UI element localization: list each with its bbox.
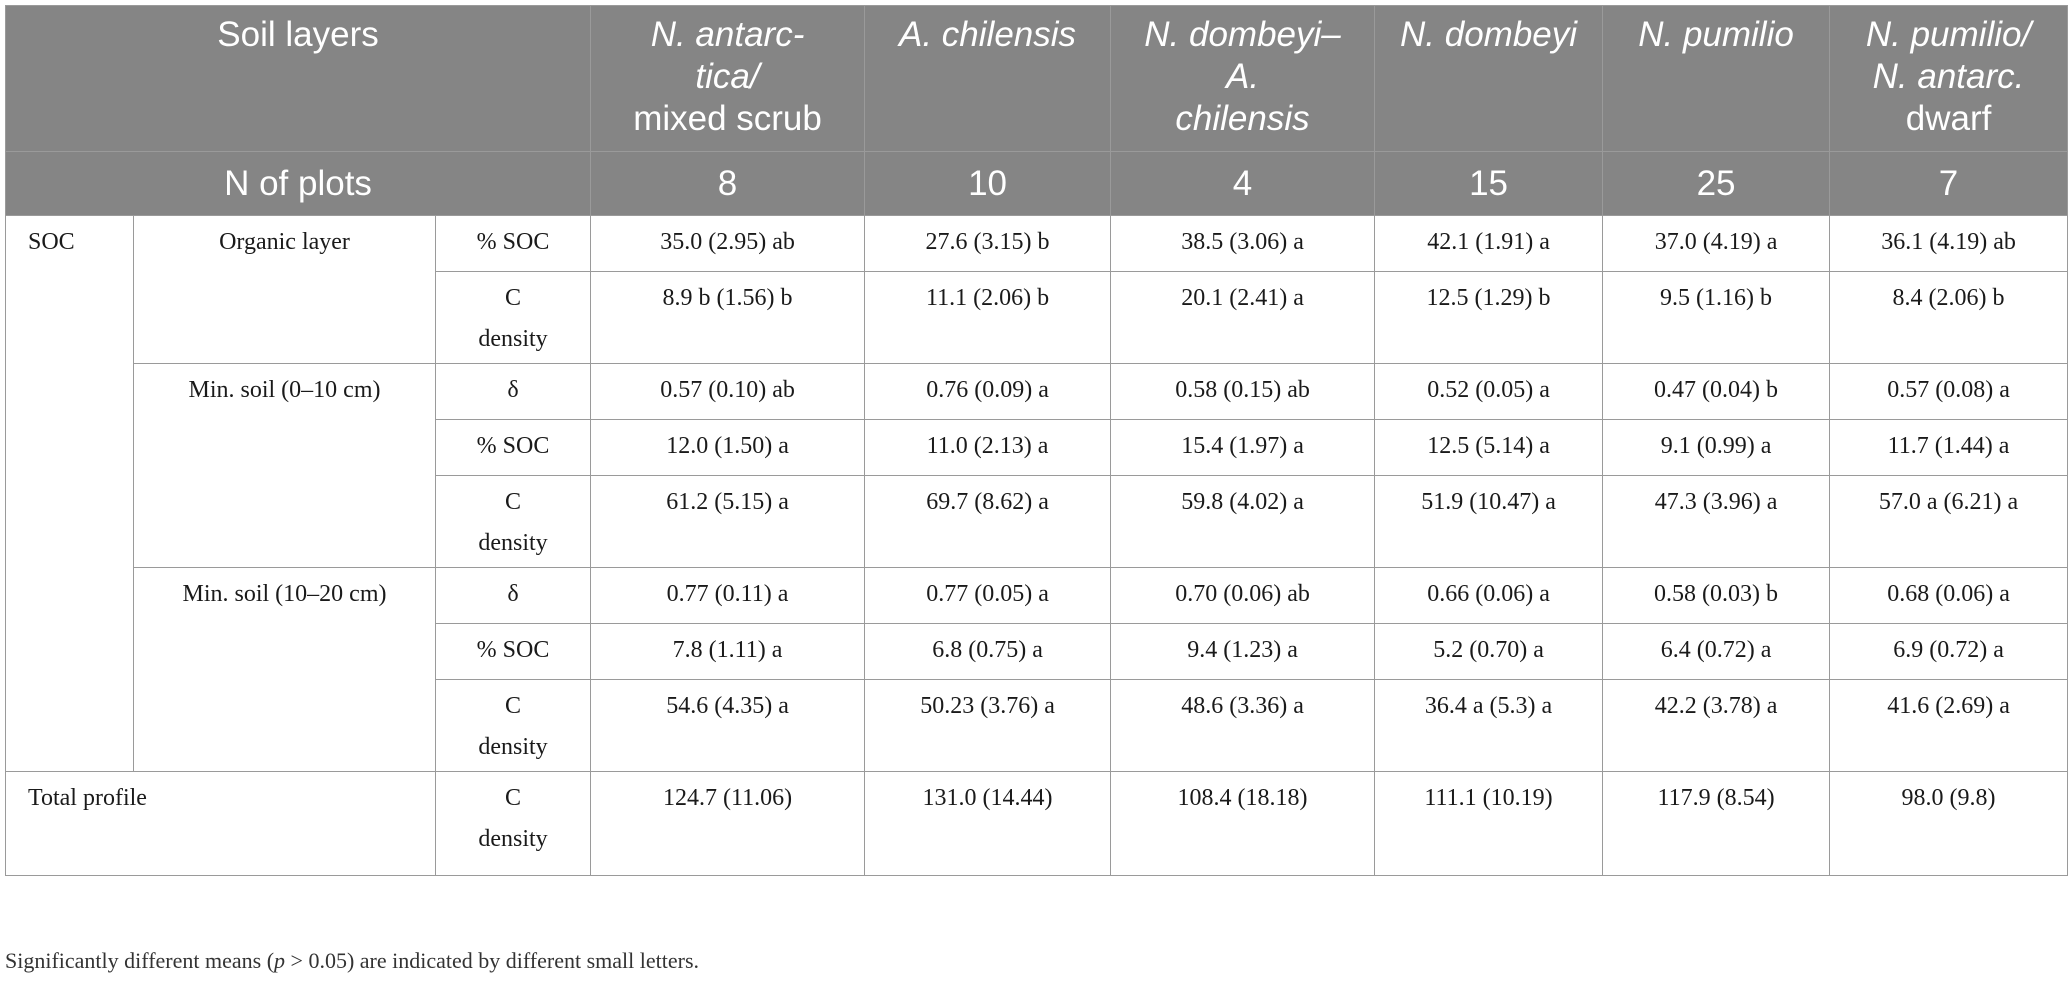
table-cell: 7.8 (1.11) a [590, 623, 866, 680]
metric-soc-pct: % SOC [434, 215, 592, 272]
table-cell: 8.9 b (1.56) b [590, 271, 866, 364]
table-cell: 42.1 (1.91) a [1374, 215, 1604, 272]
table-cell: 36.4 a (5.3) a [1374, 679, 1604, 772]
n-plots-1: 8 [590, 151, 866, 216]
table-cell: 98.0 (9.8) [1829, 771, 2069, 876]
table-cell: 0.57 (0.08) a [1829, 363, 2069, 420]
metric-soc-pct: % SOC [434, 419, 592, 476]
table-cell: 0.66 (0.06) a [1374, 567, 1604, 624]
header-col-5: N. pumilio [1602, 5, 1831, 152]
table-container: Soil layers N. antarc- tica/ mixed scrub… [4, 5, 2069, 876]
metric-delta: δ [434, 363, 592, 420]
table-row: Min. soil (10–20 cm) δ 0.77 (0.11) a 0.7… [6, 567, 2069, 772]
group-total-profile: Total profile [5, 771, 436, 876]
table-cell: 6.8 (0.75) a [864, 623, 1112, 680]
table-cell: 108.4 (18.18) [1110, 771, 1376, 876]
table-cell: 6.4 (0.72) a [1602, 623, 1831, 680]
table-cell: 12.5 (1.29) b [1374, 271, 1604, 364]
table-cell: 51.9 (10.47) a [1374, 475, 1604, 568]
table-cell: 131.0 (14.44) [864, 771, 1112, 876]
n-plots-6: 7 [1829, 151, 2069, 216]
table-cell: 20.1 (2.41) a [1110, 271, 1376, 364]
table-cell: 0.52 (0.05) a [1374, 363, 1604, 420]
table-cell: 37.0 (4.19) a [1602, 215, 1831, 272]
table-row: SOC Organic layer % SOC 35.0 (2.95) ab 2… [5, 215, 2069, 772]
table-cell: 0.70 (0.06) ab [1110, 567, 1376, 624]
header-col-2: A. chilensis [864, 5, 1112, 152]
table-footnote: Significantly different means (p > 0.05)… [5, 948, 700, 973]
table-row: % SOC 12.0 (1.50) a 11.0 (2.13) a 15.4 (… [6, 419, 2069, 476]
table-cell: 42.2 (3.78) a [1602, 679, 1831, 772]
table-cell: 9.5 (1.16) b [1602, 271, 1831, 364]
header-n-plots-label: N of plots [4, 151, 592, 216]
table-cell: 0.68 (0.06) a [1829, 567, 2069, 624]
group-min-soil-0-10: Min. soil (0–10 cm) [133, 363, 436, 568]
n-plots-4: 15 [1374, 151, 1604, 216]
table-cell: 0.77 (0.11) a [590, 567, 866, 624]
table-cell: 6.9 (0.72) a [1829, 623, 2069, 680]
table-cell: 15.4 (1.97) a [1110, 419, 1376, 476]
table-cell: 5.2 (0.70) a [1374, 623, 1604, 680]
table-cell: 0.58 (0.03) b [1602, 567, 1831, 624]
header-soil-layers: Soil layers [4, 5, 592, 152]
table-cell: 47.3 (3.96) a [1602, 475, 1831, 568]
table-cell: 8.4 (2.06) b [1829, 271, 2069, 364]
table-row: % SOC 7.8 (1.11) a 6.8 (0.75) a 9.4 (1.2… [6, 623, 2069, 680]
table-cell: 0.47 (0.04) b [1602, 363, 1831, 420]
n-plots-2: 10 [864, 151, 1112, 216]
table-row: Min. soil (0–10 cm) δ 0.57 (0.10) ab 0.7… [6, 363, 2069, 568]
metric-delta: δ [434, 567, 592, 624]
table-cell: 50.23 (3.76) a [864, 679, 1112, 772]
table-cell: 9.4 (1.23) a [1110, 623, 1376, 680]
table-cell: 57.0 a (6.21) a [1829, 475, 2069, 568]
table-cell: 124.7 (11.06) [590, 771, 866, 876]
table-cell: 117.9 (8.54) [1602, 771, 1831, 876]
header-col-4: N. dombeyi [1374, 5, 1604, 152]
header-col-3: N. dombeyi– A. chilensis [1110, 5, 1376, 152]
header-row-n-plots: N of plots 8 10 4 15 25 7 [4, 151, 2069, 216]
header-col-1: N. antarc- tica/ mixed scrub [590, 5, 866, 152]
table-cell: 36.1 (4.19) ab [1829, 215, 2069, 272]
table-cell: 0.77 (0.05) a [864, 567, 1112, 624]
table-cell: 27.6 (3.15) b [864, 215, 1112, 272]
table-cell: 9.1 (0.99) a [1602, 419, 1831, 476]
table-cell: 111.1 (10.19) [1374, 771, 1604, 876]
table-cell: 48.6 (3.36) a [1110, 679, 1376, 772]
table-cell: 61.2 (5.15) a [590, 475, 866, 568]
group-organic-layer: Organic layer [133, 215, 436, 364]
table-cell: 0.76 (0.09) a [864, 363, 1112, 420]
group-min-soil-10-20: Min. soil (10–20 cm) [133, 567, 436, 772]
table-cell: 41.6 (2.69) a [1829, 679, 2069, 772]
table-cell: 11.1 (2.06) b [864, 271, 1112, 364]
soil-carbon-table: Soil layers N. antarc- tica/ mixed scrub… [4, 5, 2069, 876]
table-cell: 0.57 (0.10) ab [590, 363, 866, 420]
table-cell: 59.8 (4.02) a [1110, 475, 1376, 568]
header-col-6: N. pumilio/ N. antarc. dwarf [1829, 5, 2069, 152]
header-row-species: Soil layers N. antarc- tica/ mixed scrub… [4, 5, 2069, 152]
n-plots-3: 4 [1110, 151, 1376, 216]
n-plots-5: 25 [1602, 151, 1831, 216]
group-soc: SOC [5, 215, 134, 772]
table-cell: 69.7 (8.62) a [864, 475, 1112, 568]
table-cell: 11.0 (2.13) a [864, 419, 1112, 476]
table-cell: 35.0 (2.95) ab [590, 215, 866, 272]
table-cell: 11.7 (1.44) a [1829, 419, 2069, 476]
metric-soc-pct: % SOC [434, 623, 592, 680]
table-cell: 54.6 (4.35) a [590, 679, 866, 772]
table-cell: 12.5 (5.14) a [1374, 419, 1604, 476]
table-cell: 38.5 (3.06) a [1110, 215, 1376, 272]
table-cell: 0.58 (0.15) ab [1110, 363, 1376, 420]
table-cell: 12.0 (1.50) a [590, 419, 866, 476]
